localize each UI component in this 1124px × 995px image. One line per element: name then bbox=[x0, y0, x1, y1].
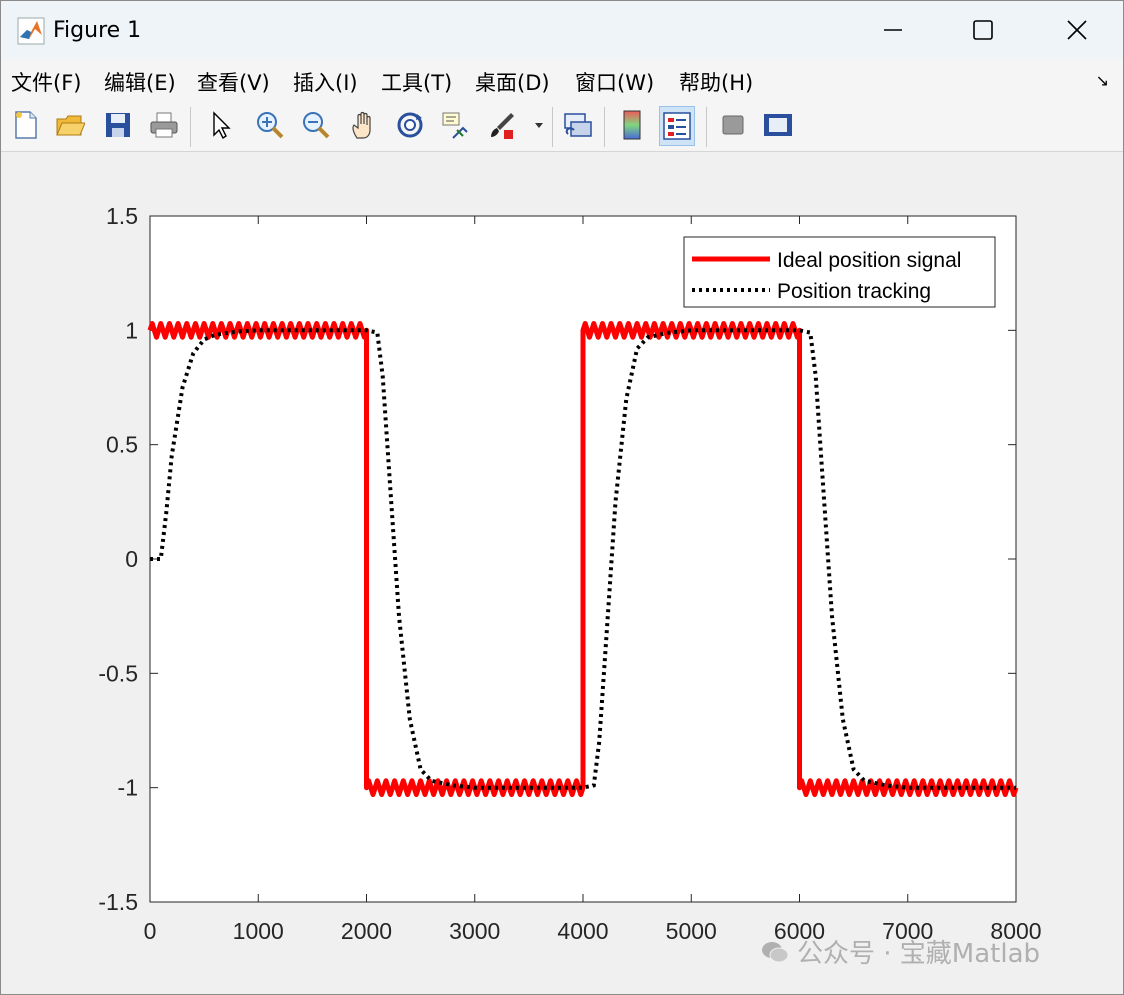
zoom-in-icon bbox=[257, 112, 284, 139]
y-tick-label: 0.5 bbox=[106, 432, 138, 458]
legend-icon bbox=[663, 112, 691, 140]
x-tick-label: 0 bbox=[144, 918, 157, 944]
dock-arrow-icon[interactable]: ↘ bbox=[1095, 71, 1109, 90]
toolbar-separator bbox=[706, 107, 707, 147]
link-plot-icon bbox=[564, 113, 592, 137]
toolbar-separator bbox=[190, 107, 191, 147]
wechat-icon bbox=[762, 941, 789, 962]
y-tick-label: 1.5 bbox=[106, 203, 138, 229]
rotate-3d-button[interactable] bbox=[393, 106, 427, 144]
zoom-out-button[interactable] bbox=[299, 106, 333, 144]
y-tick-label: -1.5 bbox=[98, 889, 138, 915]
menu-desktop[interactable]: 桌面(D) bbox=[475, 71, 550, 95]
toolbar-separator bbox=[604, 107, 605, 147]
open-file-icon bbox=[56, 115, 85, 136]
minimize-button[interactable] bbox=[847, 1, 939, 59]
menu-edit[interactable]: 编辑(E) bbox=[104, 71, 176, 95]
x-tick-label: 2000 bbox=[341, 918, 392, 944]
watermark: 公众号 · 宝藏Matlab bbox=[761, 933, 1040, 970]
minimize-icon bbox=[884, 29, 902, 31]
y-tick-label: -1 bbox=[118, 775, 138, 801]
menu-tools[interactable]: 工具(T) bbox=[381, 71, 453, 95]
open-file-button[interactable] bbox=[53, 106, 87, 144]
colorbar-button[interactable] bbox=[615, 106, 649, 144]
maximize-icon bbox=[973, 20, 993, 40]
menu-insert[interactable]: 插入(I) bbox=[293, 71, 358, 95]
x-tick-label: 3000 bbox=[449, 918, 500, 944]
x-tick-label: 8000 bbox=[990, 918, 1041, 944]
watermark-text: 公众号 · 宝藏Matlab bbox=[797, 939, 1041, 969]
brush-button[interactable] bbox=[485, 106, 519, 144]
menu-file[interactable]: 文件(F) bbox=[11, 71, 82, 95]
y-tick-label: 1 bbox=[125, 317, 138, 343]
chevron-down-icon bbox=[535, 123, 543, 128]
show-plot-tools-button[interactable] bbox=[761, 106, 795, 144]
data-cursor-icon bbox=[442, 112, 468, 139]
x-tick-label: 6000 bbox=[774, 918, 825, 944]
print-button[interactable] bbox=[147, 106, 181, 144]
select-pointer-icon bbox=[213, 111, 231, 140]
toolbar-separator bbox=[552, 107, 553, 147]
legend-button[interactable] bbox=[659, 106, 695, 146]
window-title: Figure 1 bbox=[53, 18, 142, 43]
menu-view[interactable]: 查看(V) bbox=[197, 71, 270, 95]
print-icon bbox=[150, 112, 178, 138]
matlab-logo-icon bbox=[17, 17, 45, 45]
figure-canvas: 0 1000 2000 3000 4000 5000 6000 7000 8000 1.5 1 0.5… bbox=[1, 153, 1123, 994]
zoom-in-button[interactable] bbox=[253, 106, 287, 144]
link-plot-button[interactable] bbox=[561, 106, 595, 144]
legend-box bbox=[683, 236, 996, 308]
pan-hand-icon bbox=[352, 111, 371, 139]
brush-icon bbox=[491, 113, 514, 139]
legend-ideal-label: Ideal position signal bbox=[777, 249, 961, 272]
y-tick-label: -0.5 bbox=[98, 660, 138, 686]
menu-window[interactable]: 窗口(W) bbox=[575, 71, 655, 95]
hide-plot-tools-icon bbox=[722, 115, 744, 135]
new-figure-button[interactable] bbox=[9, 106, 43, 144]
hide-plot-tools-button[interactable] bbox=[716, 106, 750, 144]
maximize-button[interactable] bbox=[937, 1, 1029, 59]
brush-dropdown-button[interactable] bbox=[531, 106, 547, 144]
show-plot-tools-icon bbox=[764, 114, 792, 136]
legend[interactable]: Ideal position signal Position tracking bbox=[683, 236, 996, 308]
menu-bar bbox=[1, 59, 1123, 101]
data-cursor-button[interactable] bbox=[439, 106, 473, 144]
rotate-3d-icon bbox=[397, 112, 423, 138]
line-chart: 0 1000 2000 3000 4000 5000 6000 7000 8000 1.5 1 0.5… bbox=[98, 203, 1041, 944]
pan-button[interactable] bbox=[347, 106, 381, 144]
close-button[interactable] bbox=[1031, 1, 1123, 59]
legend-tracking-label: Position tracking bbox=[777, 280, 931, 303]
x-tick-label: 1000 bbox=[233, 918, 284, 944]
close-icon bbox=[1067, 20, 1087, 40]
x-tick-label: 5000 bbox=[666, 918, 717, 944]
save-button[interactable] bbox=[101, 106, 135, 144]
menu-help[interactable]: 帮助(H) bbox=[679, 71, 754, 95]
toolbar bbox=[1, 101, 1123, 152]
x-tick-label: 7000 bbox=[882, 918, 933, 944]
colorbar-icon bbox=[623, 110, 641, 140]
zoom-out-icon bbox=[303, 112, 330, 139]
save-icon bbox=[106, 113, 130, 137]
title-bar: Figure 1 bbox=[1, 1, 1123, 59]
y-tick-label: 0 bbox=[125, 546, 138, 572]
x-tick-label: 4000 bbox=[557, 918, 608, 944]
new-figure-icon bbox=[15, 111, 37, 139]
select-pointer-button[interactable] bbox=[203, 106, 237, 144]
